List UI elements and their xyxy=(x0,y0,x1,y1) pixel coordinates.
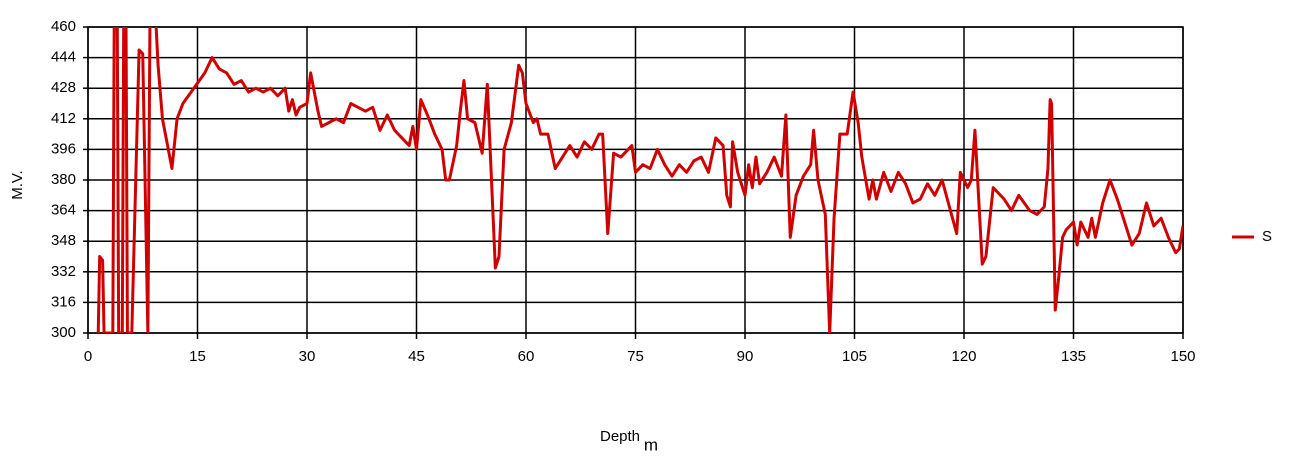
y-tick-label: 460 xyxy=(51,18,76,35)
x-tick-label: 150 xyxy=(1170,348,1195,365)
y-tick-label: 428 xyxy=(51,79,76,96)
x-tick-label: 75 xyxy=(627,348,644,365)
y-axis-label: M.V. xyxy=(9,170,26,199)
x-tick-label: 45 xyxy=(408,348,425,365)
x-tick-label: 105 xyxy=(842,348,867,365)
y-tick-label: 412 xyxy=(51,110,76,127)
x-axis-label: Depth xyxy=(600,428,640,445)
y-tick-label: 444 xyxy=(51,49,76,66)
plot-border xyxy=(87,26,1184,334)
x-tick-label: 60 xyxy=(518,348,535,365)
plot: 300 316 332 348 364 380 396 412 428 444 460 0 15 30 45… xyxy=(51,18,1272,365)
y-tick-label: 380 xyxy=(51,171,76,188)
y-tick-label: 316 xyxy=(51,293,76,310)
x-tick-label: 135 xyxy=(1061,348,1086,365)
y-tick-label: 396 xyxy=(51,140,76,157)
x-tick-label: 90 xyxy=(737,348,754,365)
y-tick-label: 348 xyxy=(51,232,76,249)
data-line xyxy=(96,27,1183,333)
x-tick-label: 120 xyxy=(951,348,976,365)
legend-label: S xyxy=(1262,228,1272,245)
y-tick-label: 364 xyxy=(51,202,76,219)
y-tick-label: 300 xyxy=(51,324,76,341)
x-tick-label: 30 xyxy=(299,348,316,365)
x-tick-label: 15 xyxy=(189,348,206,365)
x-axis-unit: m xyxy=(644,435,658,454)
y-tick-label: 332 xyxy=(51,263,76,280)
x-tick-label: 0 xyxy=(84,348,92,365)
